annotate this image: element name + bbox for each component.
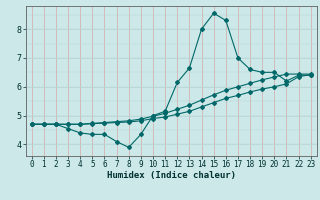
X-axis label: Humidex (Indice chaleur): Humidex (Indice chaleur) [107,171,236,180]
